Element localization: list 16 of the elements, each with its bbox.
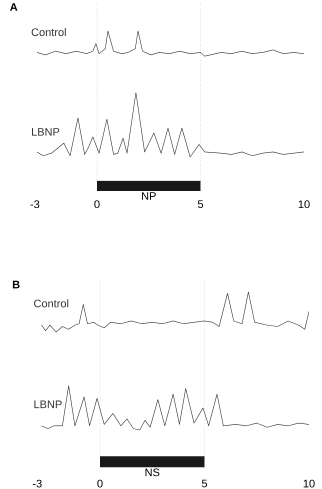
series-label: LBNP [32,128,60,136]
chart-title: A [10,3,18,11]
text: NP [142,192,156,200]
x-tick-label: 0 [94,200,100,208]
x-tick-label: 10 [304,480,315,488]
x-tick-label: 0 [97,480,103,488]
series-label: Control [34,299,68,308]
x-tick-label: -3 [30,200,40,208]
x-tick-label: 5 [202,480,208,488]
series-label: Control [32,28,66,36]
series-label: LBNP [34,400,62,408]
x-tick-label: 10 [298,200,310,208]
x-tick-label: 5 [198,200,204,208]
x-tick-label: -3 [32,480,42,488]
text: NS [146,468,160,476]
chart-title: B [12,280,20,288]
